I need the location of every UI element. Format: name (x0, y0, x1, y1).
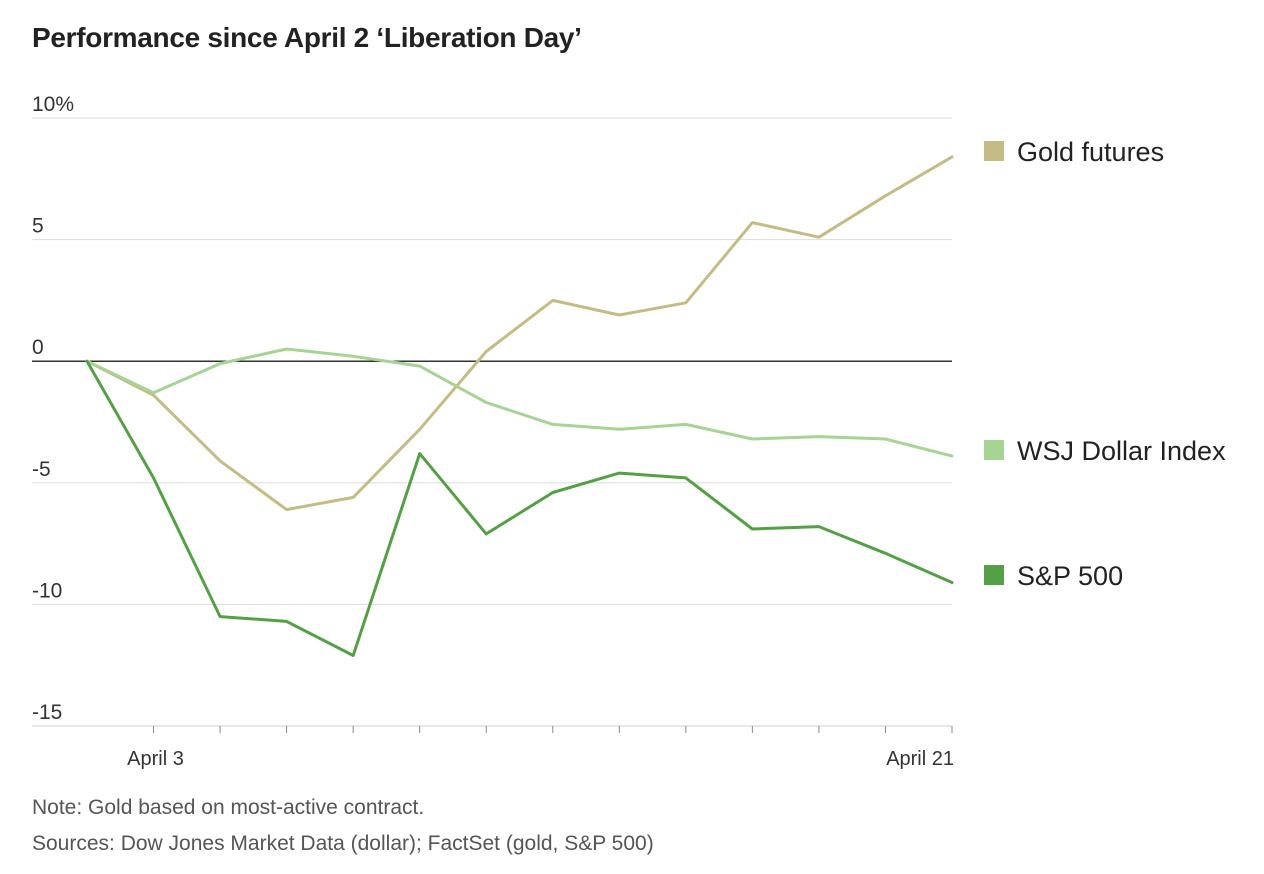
y-tick-label: -15 (32, 701, 62, 724)
line-chart: 10% 5 0 -5 -10 -15 April 3 April 21 Gold futures… (32, 93, 1226, 770)
legend-swatch-wsj-dollar-index (984, 440, 1004, 460)
series-line-s-p-500 (85, 359, 954, 657)
legend-label-s-p-500: S&P 500 (1017, 561, 1123, 591)
x-tick-label: April 3 (127, 748, 184, 770)
legend-label-gold-futures: Gold futures (1017, 137, 1164, 167)
y-tick-label: -10 (32, 579, 62, 602)
chart-note: Note: Gold based on most-active contract… (32, 796, 425, 819)
y-tick-label: 5 (32, 215, 44, 238)
y-tick-label: 10% (32, 93, 74, 116)
x-tick-label: April 21 (886, 748, 954, 770)
chart-title: Performance since April 2 ‘Liberation Da… (32, 22, 582, 53)
series-line-wsj-dollar-index (85, 347, 954, 458)
chart-sources: Sources: Dow Jones Market Data (dollar);… (32, 832, 654, 855)
legend-swatch-s-p-500 (984, 565, 1004, 585)
y-tick-label: 0 (32, 336, 44, 359)
series-line-gold-futures (85, 155, 954, 512)
legend-label-wsj-dollar-index: WSJ Dollar Index (1017, 436, 1226, 466)
legend-swatch-gold-futures (984, 141, 1004, 161)
y-tick-label: -5 (32, 458, 51, 481)
